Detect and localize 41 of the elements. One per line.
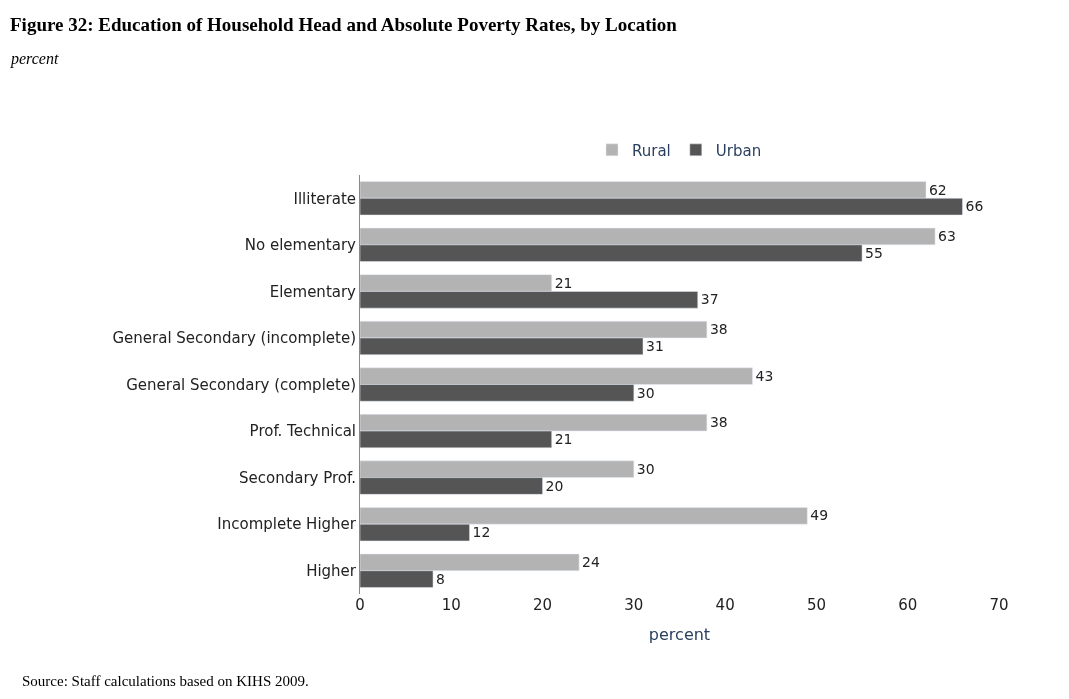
y-tick-label: Higher: [306, 561, 357, 580]
chart-title: Figure 32: Education of Household Head and Absolute Poverty Rates, by Location: [10, 14, 678, 35]
data-label: 24: [582, 554, 600, 570]
data-label: 20: [545, 477, 564, 494]
text: percent: [10, 50, 59, 68]
source-note: Source: Staff calculations based on KIHS 2009.: [22, 673, 309, 689]
y-tick-label: Prof. Technical: [249, 422, 356, 441]
data-label: 12: [472, 524, 491, 541]
data-label: 62: [928, 181, 947, 198]
y-tick-label: Elementary: [269, 282, 357, 301]
data-label: 38: [709, 414, 728, 431]
data-label: 38: [709, 321, 728, 338]
x-axis-title: percent: [648, 624, 711, 644]
data-label: 55: [865, 244, 883, 261]
data-label: 43: [755, 367, 774, 384]
y-tick-label: General Secondary (complete): [126, 375, 356, 394]
y-tick-label: No elementary: [244, 236, 357, 255]
x-tick-label: 30: [624, 596, 644, 614]
x-tick-label: 50: [806, 596, 826, 614]
data-label: 63: [938, 228, 956, 245]
data-label: 21: [554, 431, 573, 448]
data-label: 66: [965, 198, 984, 215]
data-label: 30: [636, 384, 655, 401]
x-tick-label: 20: [533, 596, 553, 614]
x-tick-label: 40: [715, 596, 735, 614]
data-label: 8: [436, 570, 445, 587]
data-label: 37: [700, 291, 719, 308]
legend-label: Rural: [632, 141, 671, 160]
x-tick-label: 10: [441, 596, 461, 614]
data-label: 49: [810, 507, 829, 524]
x-tick-label: 60: [898, 596, 918, 614]
data-label: 30: [636, 460, 655, 477]
x-tick-label: 0: [355, 596, 365, 614]
x-tick-label: 70: [989, 596, 1009, 614]
data-label: 31: [646, 337, 664, 354]
y-tick-label: Incomplete Higher: [217, 515, 357, 534]
legend-label: Urban: [715, 141, 762, 160]
y-tick-label: Secondary Prof.: [239, 468, 356, 487]
y-tick-label: Illiterate: [293, 189, 356, 208]
y-tick-label: General Secondary (incomplete): [112, 329, 356, 348]
data-label: 21: [554, 274, 573, 291]
